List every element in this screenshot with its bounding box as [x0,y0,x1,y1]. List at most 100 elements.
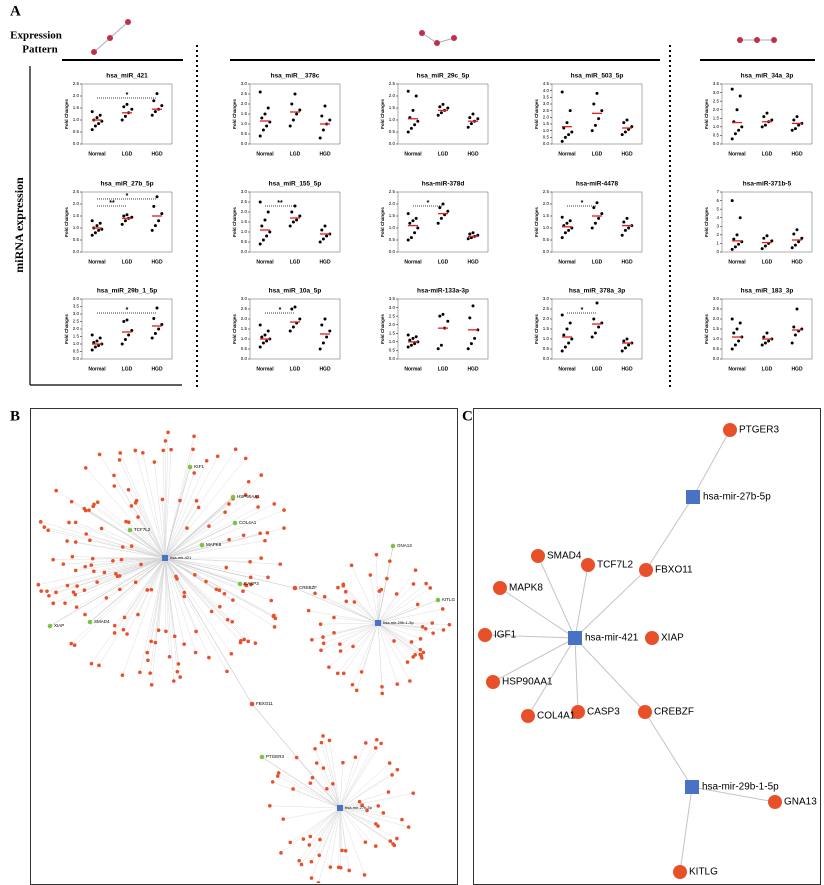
target-node [222,591,227,596]
edge [164,557,179,664]
edge [101,528,166,559]
x-tick-label: LGD [122,259,133,265]
edge [140,557,166,565]
gene-node [435,597,441,603]
data-point [735,233,739,237]
target-node [341,671,346,676]
data-point [325,234,329,238]
data-point [762,236,766,240]
data-point [408,338,412,342]
edge [164,456,218,559]
y-axis-label: Fold Changes [704,314,709,344]
data-point [295,218,299,222]
edge [164,500,197,559]
edge [131,505,166,559]
target-node [368,573,373,577]
y-tick-label: 1.0 [543,225,550,230]
x-tick-label: HGD [791,259,803,265]
target-node [344,599,349,604]
edge [129,529,166,559]
data-point [318,240,322,244]
data-point [792,232,796,236]
gene-label: CASP3 [244,581,259,586]
edge [339,807,398,839]
target-node [193,650,198,655]
mirna-label: hsa-mir-421 [170,555,192,560]
edge [164,449,172,559]
data-point [155,92,159,96]
data-point [466,237,470,241]
edge [377,599,439,624]
gene-node [199,542,205,548]
target-node [149,683,154,687]
edge [370,575,379,624]
edge [377,622,411,682]
edge [679,786,693,873]
target-node [191,447,195,452]
edge [122,546,166,559]
edge [311,807,341,879]
y-axis-label: Fold Changes [380,314,385,344]
gene-label: HSP90AA1 [237,494,260,499]
data-point [414,335,418,339]
edge [40,521,166,559]
gene-label: TCF7L2 [134,527,151,532]
network-b: IGF1 HSP90AA1 COL4A1 TCF7L2 MAPK8 CASP3 SMAD4 X… [36,430,456,883]
y-axis-label: Fold Changes [64,99,69,129]
target-node [309,859,314,864]
y-tick-label: 2.0 [389,322,396,327]
data-point [441,102,445,106]
edge [484,634,576,639]
data-point [733,245,737,249]
target-node [112,631,117,635]
gene-node [230,494,236,500]
significance-label: * [126,193,129,200]
target-node [332,615,336,620]
data-point [260,224,264,228]
dot-plot: hsa-miR-4478 0.0 0.5 1.0 1.5 2.0 2.5 Fold Chang… [534,181,643,265]
pattern-label: Pattern [22,44,57,56]
gene-node [249,701,255,707]
dot-plot: hsa_miR_155_5p 0.0 0.5 1.0 1.5 2.0 2.5 3.0 Fold … [232,181,341,265]
target-node [92,569,96,574]
x-tick-label: Normal [88,366,106,372]
data-point [258,134,262,138]
target-node [166,430,170,435]
target-node [275,774,280,778]
data-point [150,228,154,232]
y-tick-label: 0.5 [241,239,248,244]
edge [299,807,341,861]
edge [128,522,166,559]
edge [91,557,166,664]
data-point [567,133,571,137]
edge [492,637,576,683]
data-point [770,239,774,243]
edge [303,807,341,840]
gene-node [237,581,243,587]
data-point [792,325,796,329]
target-node [341,760,345,765]
edge [147,557,166,653]
target-node [117,458,122,462]
target-node [88,538,92,543]
target-node [243,492,248,497]
plot-frame [81,191,173,253]
y-tick-label: 0.5 [389,129,396,134]
data-point [160,104,164,108]
y-tick-label: 2.5 [543,189,550,194]
target-node [91,504,96,509]
plot-frame [397,191,489,253]
y-tick-label: 2.0 [713,107,720,112]
y-tick-label: 0.5 [389,348,396,353]
data-point [263,333,267,337]
data-point [730,199,734,203]
target-node [379,741,383,746]
x-tick-label: LGD [438,366,449,372]
edge [333,617,379,624]
edge [278,772,341,809]
target-node [61,562,66,566]
dot-plot: hsa_miR_10a_5p 0.0 0.5 1.0 1.5 2.0 2.5 3.0 Fold … [232,288,341,372]
target-node [418,637,423,641]
significance-label: * [279,307,282,314]
gene-node [486,675,500,689]
